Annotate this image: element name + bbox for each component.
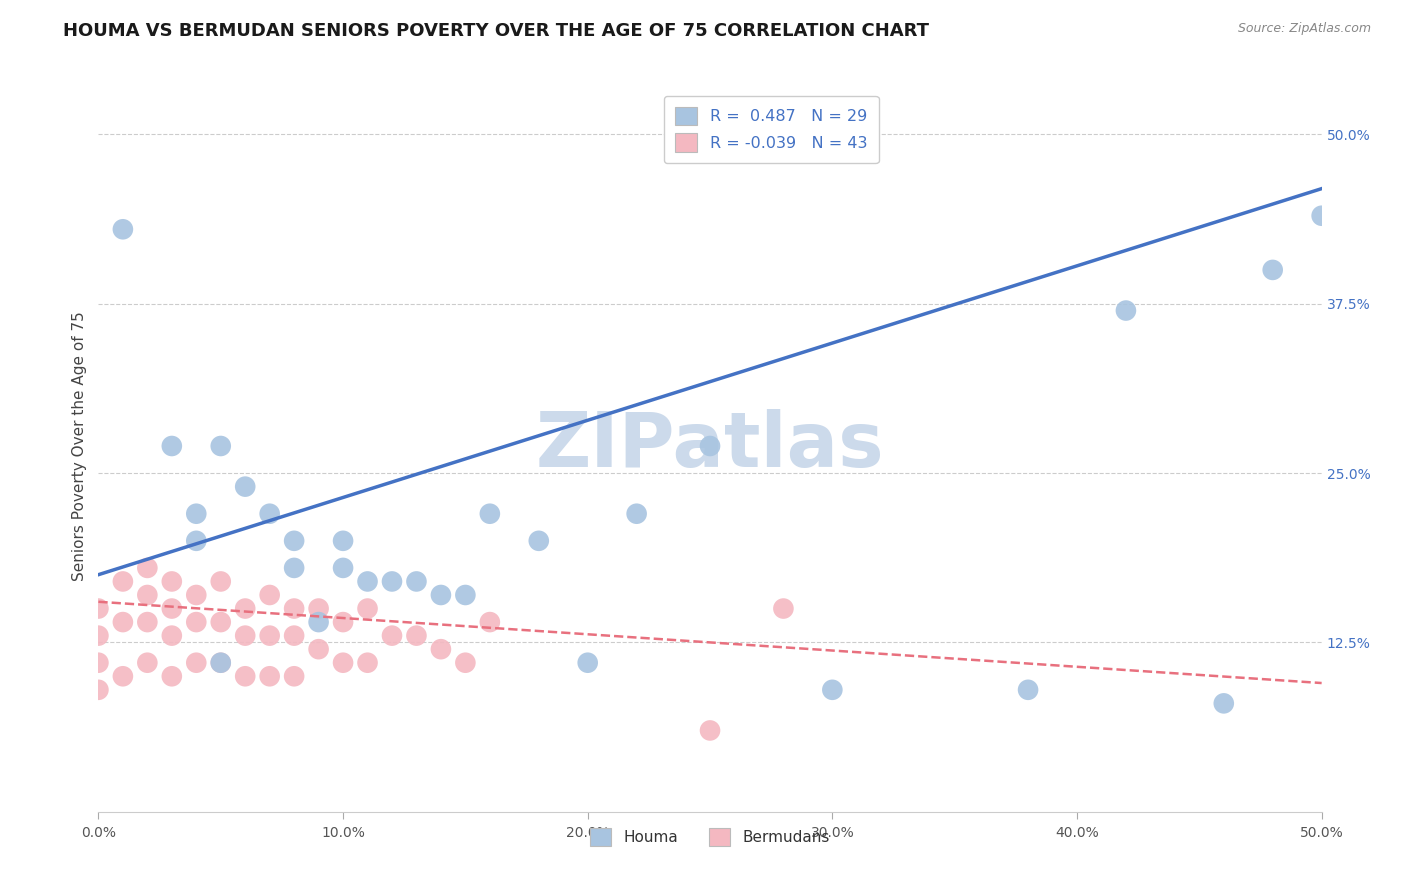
Point [1115,303,1137,318]
Legend: Houma, Bermudans: Houma, Bermudans [583,822,837,852]
Point [1310,209,1333,223]
Point [527,533,550,548]
Point [308,615,330,629]
Point [136,561,159,575]
Point [1261,263,1284,277]
Point [186,507,208,521]
Point [186,656,208,670]
Point [233,629,256,643]
Point [259,588,281,602]
Point [283,561,305,575]
Text: HOUMA VS BERMUDAN SENIORS POVERTY OVER THE AGE OF 75 CORRELATION CHART: HOUMA VS BERMUDAN SENIORS POVERTY OVER T… [63,22,929,40]
Point [381,574,404,589]
Point [283,601,305,615]
Point [160,601,183,615]
Point [160,629,183,643]
Y-axis label: Seniors Poverty Over the Age of 75: Seniors Poverty Over the Age of 75 [72,311,87,581]
Point [186,588,208,602]
Point [233,480,256,494]
Text: Source: ZipAtlas.com: Source: ZipAtlas.com [1237,22,1371,36]
Point [136,588,159,602]
Point [87,682,110,697]
Point [332,656,354,670]
Point [233,669,256,683]
Point [405,629,427,643]
Point [454,656,477,670]
Point [283,629,305,643]
Point [332,615,354,629]
Point [111,615,134,629]
Point [186,615,208,629]
Point [209,656,232,670]
Point [356,656,378,670]
Point [430,642,453,657]
Point [136,615,159,629]
Point [1212,697,1234,711]
Point [160,574,183,589]
Point [136,656,159,670]
Point [259,669,281,683]
Point [233,601,256,615]
Point [332,533,354,548]
Point [772,601,794,615]
Point [1017,682,1039,697]
Point [87,656,110,670]
Point [259,507,281,521]
Point [186,533,208,548]
Point [209,656,232,670]
Point [356,601,378,615]
Point [160,439,183,453]
Point [478,615,501,629]
Text: ZIPatlas: ZIPatlas [536,409,884,483]
Point [209,574,232,589]
Point [405,574,427,589]
Point [699,723,721,738]
Point [430,588,453,602]
Point [209,439,232,453]
Point [283,533,305,548]
Point [259,629,281,643]
Point [478,507,501,521]
Point [160,669,183,683]
Point [87,629,110,643]
Point [699,439,721,453]
Point [111,669,134,683]
Point [626,507,648,521]
Point [87,601,110,615]
Point [209,615,232,629]
Point [111,222,134,236]
Point [454,588,477,602]
Point [356,574,378,589]
Point [111,574,134,589]
Point [576,656,599,670]
Point [308,601,330,615]
Point [821,682,844,697]
Point [283,669,305,683]
Point [332,561,354,575]
Point [308,642,330,657]
Point [381,629,404,643]
